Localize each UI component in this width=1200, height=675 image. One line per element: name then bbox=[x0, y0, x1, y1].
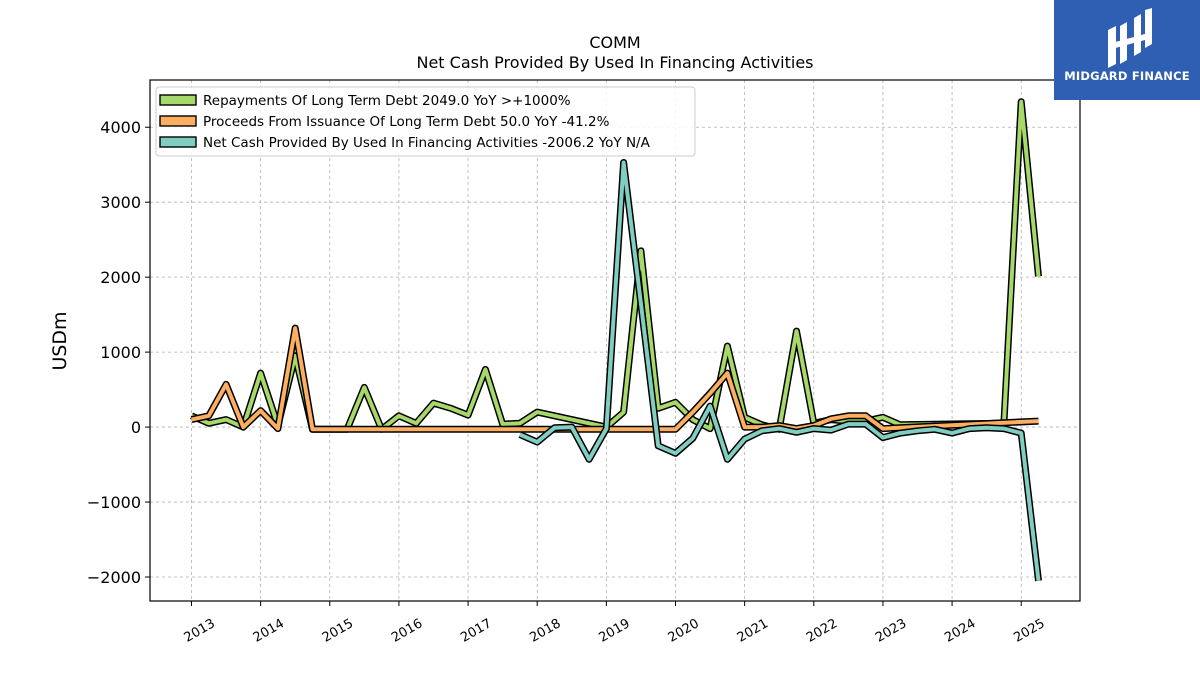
y-tick-label: −1000 bbox=[87, 493, 141, 512]
series-line bbox=[519, 160, 1041, 582]
x-tick-label: 2023 bbox=[873, 616, 909, 646]
x-tick-label: 2018 bbox=[527, 616, 563, 646]
y-tick-label: 0 bbox=[131, 418, 141, 437]
series-3 bbox=[518, 159, 1042, 582]
legend-swatch bbox=[159, 136, 197, 148]
x-tick-label: 2020 bbox=[666, 616, 702, 646]
series-outline bbox=[518, 159, 1042, 582]
x-tick-label: 2015 bbox=[320, 616, 356, 646]
x-tick-label: 2019 bbox=[597, 616, 633, 646]
legend-label: Proceeds From Issuance Of Long Term Debt… bbox=[203, 114, 610, 130]
legend-label: Net Cash Provided By Used In Financing A… bbox=[203, 135, 651, 151]
y-axis: 4000 3000 2000 1000 0 −1000 −2000 bbox=[87, 118, 150, 587]
x-axis: 2013 2014 2015 2016 2017 2018 2019 2020 2021 2022… bbox=[182, 601, 1048, 646]
x-tick-label: 2025 bbox=[1011, 616, 1047, 646]
x-tick-label: 2022 bbox=[804, 616, 840, 646]
x-tick-label: 2021 bbox=[735, 616, 771, 646]
x-tick-label: 2014 bbox=[251, 616, 287, 646]
chart-subtitle: Net Cash Provided By Used In Financing A… bbox=[416, 53, 813, 72]
x-tick-label: 2017 bbox=[458, 616, 494, 646]
series-layer bbox=[190, 98, 1042, 582]
legend-swatch bbox=[159, 94, 197, 106]
brand-logo: MIDGARD FINANCE bbox=[1054, 0, 1200, 100]
legend-swatch bbox=[159, 115, 197, 127]
legend-label: Repayments Of Long Term Debt 2049.0 YoY … bbox=[203, 93, 571, 109]
y-tick-label: −2000 bbox=[87, 568, 141, 587]
y-tick-label: 2000 bbox=[100, 268, 141, 287]
logo-text: MIDGARD FINANCE bbox=[1064, 69, 1190, 83]
x-tick-label: 2024 bbox=[942, 616, 978, 646]
y-tick-label: 4000 bbox=[100, 118, 141, 137]
x-tick-label: 2016 bbox=[389, 616, 425, 646]
gridlines bbox=[150, 80, 1080, 601]
chart-title: COMM bbox=[589, 33, 640, 52]
legend-box bbox=[155, 86, 696, 157]
y-axis-label: USDm bbox=[49, 311, 71, 370]
y-tick-label: 3000 bbox=[100, 193, 141, 212]
logo-mark-icon bbox=[1108, 8, 1152, 68]
x-tick-label: 2013 bbox=[182, 616, 218, 646]
legend: Repayments Of Long Term Debt 2049.0 YoY … bbox=[155, 86, 696, 157]
y-tick-label: 1000 bbox=[100, 343, 141, 362]
plot-frame bbox=[149, 79, 1081, 602]
